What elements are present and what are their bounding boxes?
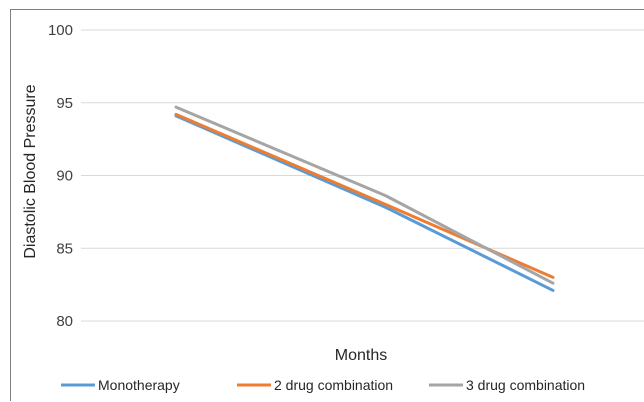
legend-label: Monotherapy <box>98 377 180 393</box>
chart-area: 80 85 90 95 100 Diastolic Blood Pressure Mon… <box>10 9 644 401</box>
series-line-monotherapy <box>174 114 555 292</box>
legend-label: 2 drug combination <box>274 377 393 393</box>
y-axis-ticks: 80 85 90 95 100 <box>48 22 73 330</box>
legend: Monotherapy 2 drug combination 3 drug comb… <box>61 377 585 393</box>
legend-label: 3 drug combination <box>466 377 585 393</box>
y-axis-title: Diastolic Blood Pressure <box>22 84 39 258</box>
legend-item: 3 drug combination <box>429 377 585 393</box>
y-tick-label: 85 <box>56 240 73 257</box>
series-lines <box>174 105 555 292</box>
y-tick-label: 90 <box>56 168 73 185</box>
y-tick-label: 80 <box>56 313 73 330</box>
series-line-3-drug-combination <box>174 105 555 285</box>
gridlines <box>81 29 644 322</box>
y-tick-label: 100 <box>48 22 73 39</box>
legend-item: 2 drug combination <box>237 377 393 393</box>
x-axis-title: Months <box>335 347 387 364</box>
legend-item: Monotherapy <box>61 377 180 393</box>
y-tick-label: 95 <box>56 95 73 112</box>
line-chart: 80 85 90 95 100 Diastolic Blood Pressure Mon… <box>22 22 644 393</box>
